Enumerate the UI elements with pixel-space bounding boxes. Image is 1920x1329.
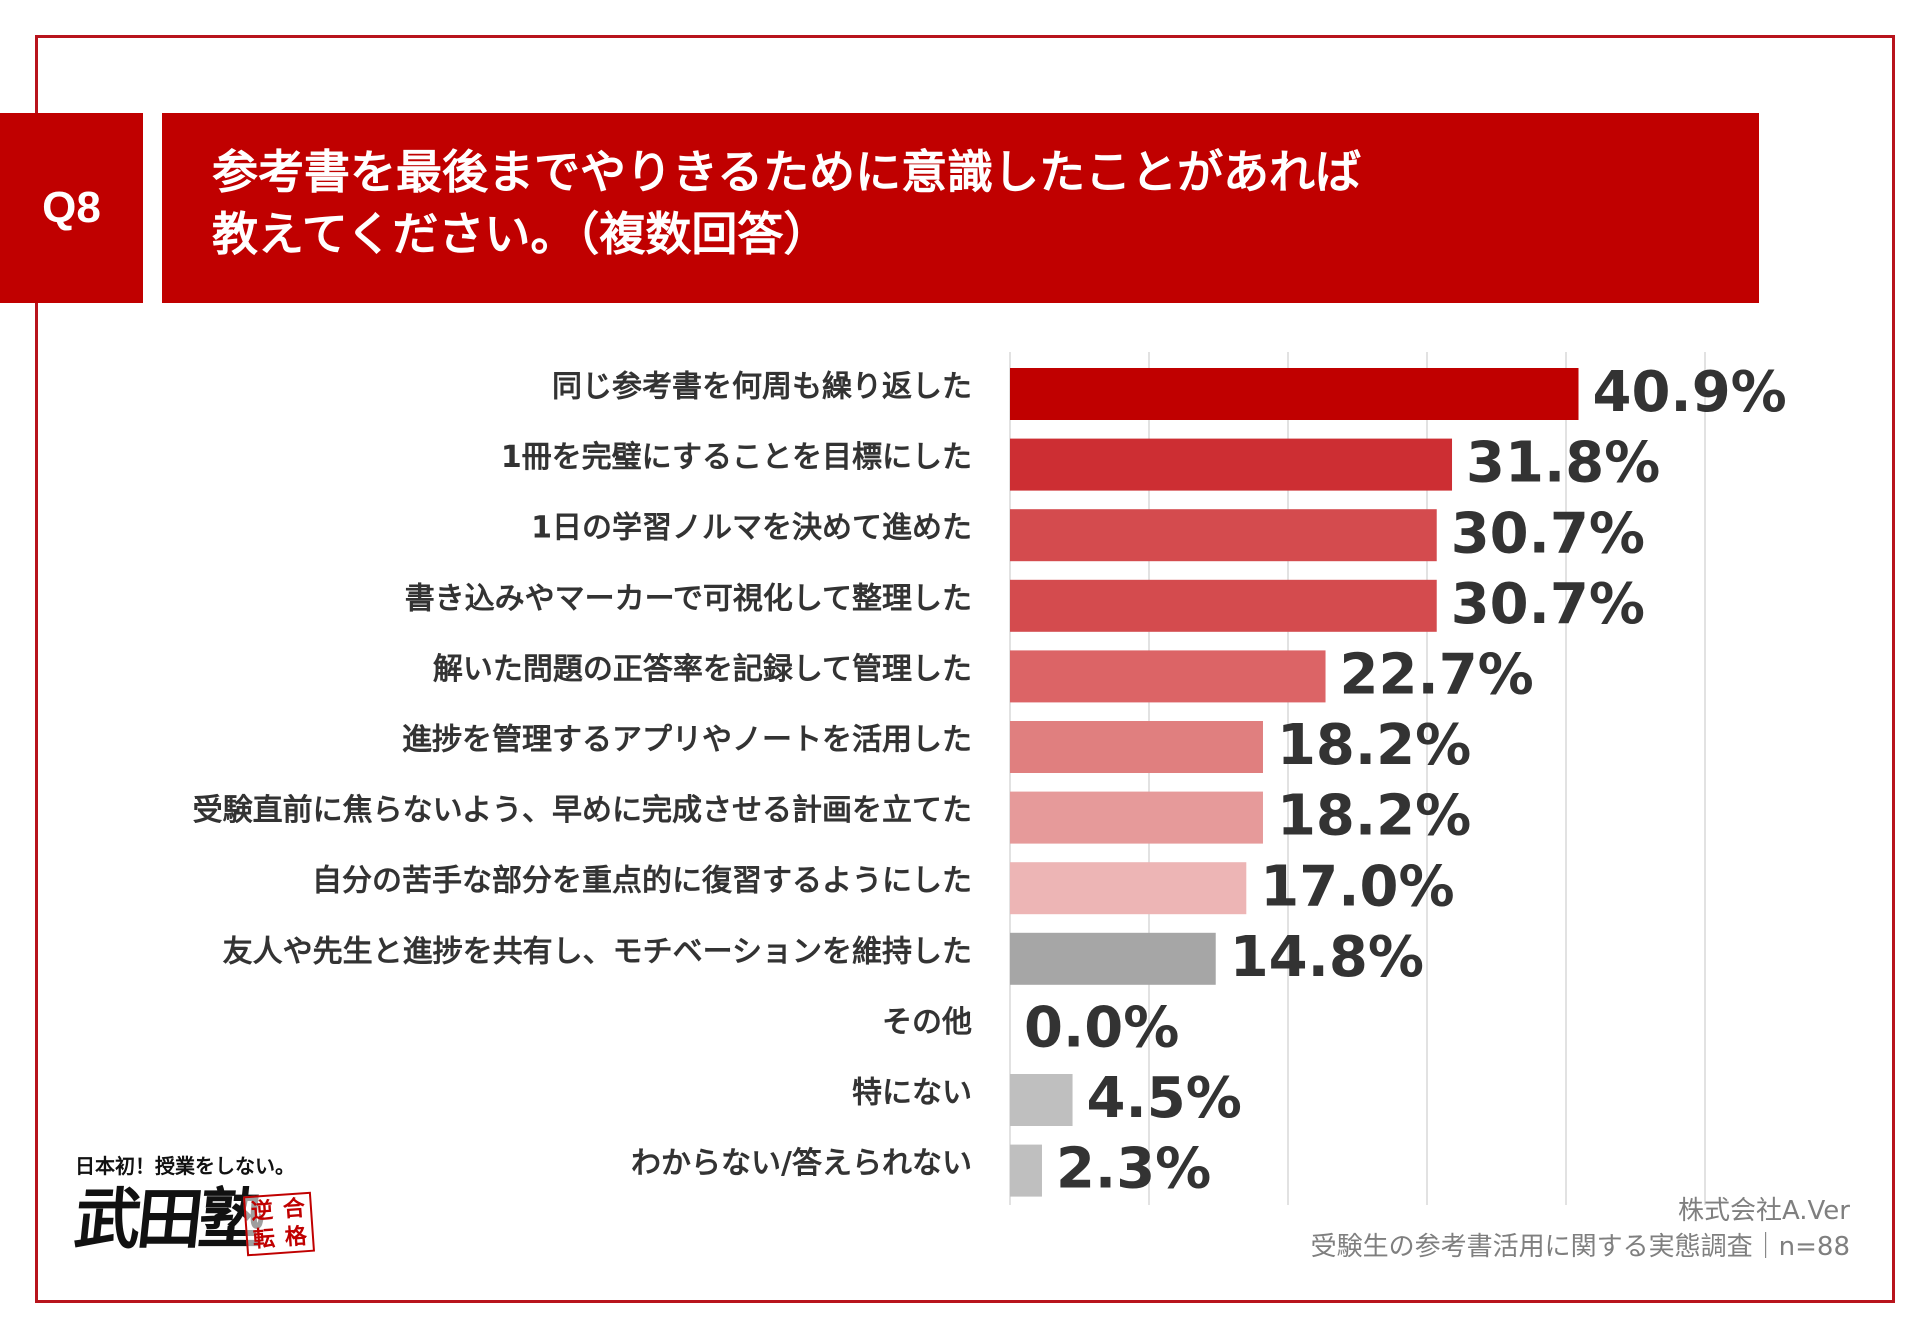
value-labels: 40.9%31.8%30.7%30.7%22.7%18.2%18.2%17.0%… [1024,360,1787,1202]
logo-seal: 逆 合 転 格 [242,1191,316,1257]
brand-logo: 日本初！授業をしない。 武田塾 逆 合 転 格 [71,1150,335,1270]
category-label: 1冊を完璧にすることを目標にした [501,440,972,475]
category-label: わからない/答えられない [631,1146,972,1181]
category-label: 書き込みやマーカーで可視化して整理した [405,581,972,616]
value-label: 30.7% [1451,572,1645,637]
source-survey: 受験生の参考書活用に関する実態調査｜n=88 [1310,1232,1850,1262]
value-label: 17.0% [1260,854,1454,919]
category-label: 1日の学習ノルマを決めて進めた [531,511,972,546]
bars [1010,368,1579,1197]
value-label: 18.2% [1277,713,1471,778]
value-label: 2.3% [1056,1137,1211,1202]
bar [1010,650,1326,703]
bar [1010,862,1247,915]
category-label: 受験直前に焦らないよう、早めに完成させる計画を立てた [193,793,972,828]
category-labels: 同じ参考書を何周も繰り返した 1冊を完璧にすることを目標にした 1日の学習ノルマを決… [193,370,972,1182]
gridlines [1009,352,1706,1205]
question-title: 参考書を最後までやりきるために意識したことがあれば 教えてください。（複数回答） [162,113,1759,303]
category-label: 同じ参考書を何周も繰り返した [552,370,972,405]
logo-tagline: 日本初！授業をしない。 [75,1154,295,1178]
seal-char: 逆 [250,1197,274,1225]
value-label: 14.8% [1230,925,1424,990]
question-badge: Q8 [0,113,143,303]
category-label: 解いた問題の正答率を記録して管理した [433,652,972,687]
question-title-line-2: 教えてください。（複数回答） [212,207,830,261]
value-label: 30.7% [1451,501,1645,566]
source-note: 株式会社A.Ver 受験生の参考書活用に関する実態調査｜n=88 [1311,1193,1850,1265]
bar [1010,438,1453,491]
category-label: 友人や先生と進捗を共有し、モチベーションを維持した [223,934,972,969]
source-company: 株式会社A.Ver [1677,1196,1850,1226]
seal-char: 転 [252,1225,276,1253]
outer-frame [35,35,1895,1303]
value-label: 4.5% [1087,1066,1242,1131]
category-label: 自分の苦手な部分を重点的に復習するようにした [312,864,972,899]
bar [1010,368,1579,420]
value-label: 40.9% [1593,360,1787,425]
bar [1010,721,1263,773]
category-label: その他 [882,1005,972,1040]
value-label: 31.8% [1466,431,1660,496]
value-label: 22.7% [1340,643,1534,708]
bar [1010,1144,1042,1197]
bar [1010,791,1263,844]
bar [1010,509,1437,562]
value-label: 0.0% [1024,996,1179,1061]
category-label: 進捗を管理するアプリやノートを活用した [402,723,972,758]
question-title-line-1: 参考書を最後までやりきるために意識したことがあれば [212,145,1362,199]
bar [1010,579,1437,632]
category-label: 特にない [852,1076,972,1111]
seal-char: 合 [282,1195,306,1223]
value-label: 18.2% [1277,784,1471,849]
seal-char: 格 [284,1223,308,1251]
logo-wordmark: 武田塾 [70,1180,266,1258]
bar [1010,932,1216,985]
bar [1010,1074,1073,1126]
